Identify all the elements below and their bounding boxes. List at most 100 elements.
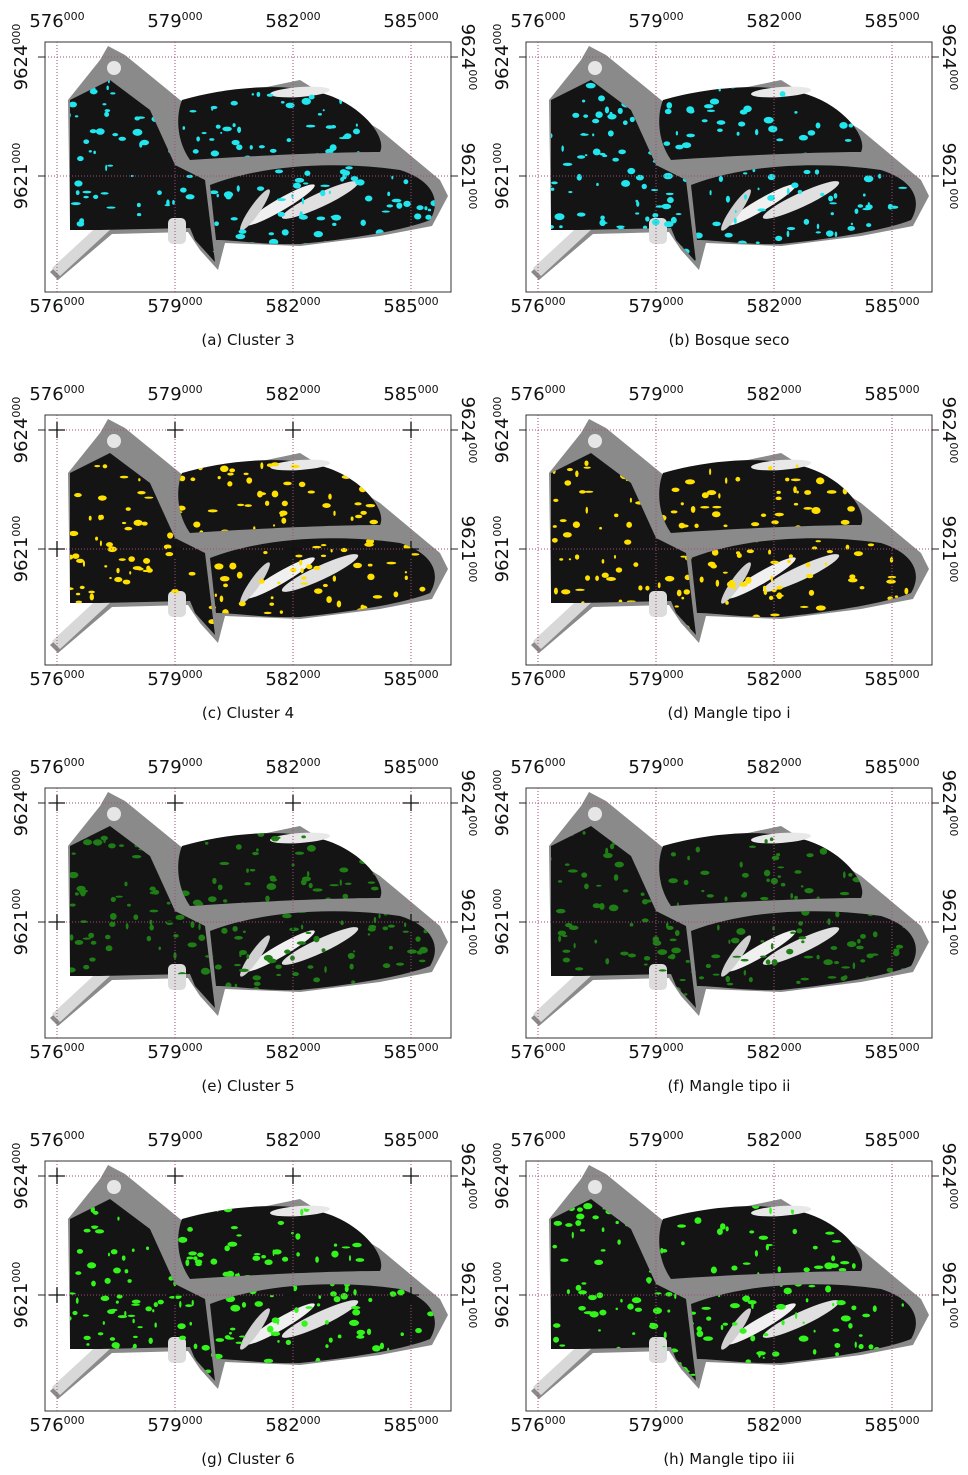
- class-pixel: [572, 112, 580, 118]
- class-pixel: [917, 130, 924, 137]
- class-pixel: [229, 1327, 236, 1331]
- class-pixel: [665, 1368, 671, 1375]
- class-pixel: [430, 200, 435, 207]
- class-pixel: [58, 253, 62, 256]
- class-pixel: [879, 1354, 882, 1358]
- class-pixel: [706, 1316, 712, 1321]
- class-pixel: [106, 206, 116, 209]
- class-pixel: [106, 85, 109, 91]
- class-pixel: [224, 1335, 231, 1340]
- class-pixel: [921, 849, 928, 853]
- x-tick-label: 585000: [383, 383, 438, 405]
- class-pixel: [300, 71, 308, 76]
- class-pixel: [82, 937, 91, 940]
- class-pixel: [315, 449, 318, 452]
- class-pixel: [911, 248, 916, 253]
- class-pixel: [221, 927, 228, 934]
- class-pixel: [74, 180, 83, 187]
- class-pixel: [415, 936, 421, 942]
- class-pixel: [154, 1322, 157, 1328]
- class-pixel: [718, 493, 721, 499]
- class-pixel: [420, 993, 428, 997]
- class-pixel: [213, 1353, 223, 1360]
- class-pixel: [592, 1215, 599, 1220]
- class-pixel: [70, 453, 75, 458]
- class-pixel: [767, 195, 775, 202]
- class-pixel: [857, 617, 863, 625]
- class-pixel: [107, 164, 114, 167]
- class-pixel: [663, 1331, 667, 1339]
- class-pixel: [340, 920, 344, 926]
- class-pixel: [871, 135, 882, 141]
- class-pixel: [849, 574, 856, 579]
- class-pixel: [787, 559, 791, 564]
- y-tick-label: 9621000: [10, 1262, 32, 1329]
- class-pixel: [717, 924, 720, 931]
- class-pixel: [860, 933, 866, 939]
- class-pixel: [599, 221, 608, 225]
- class-pixel: [858, 1343, 864, 1350]
- class-pixel: [251, 93, 255, 96]
- class-pixel: [886, 579, 896, 584]
- class-pixel: [557, 930, 567, 936]
- x-tick-label-main: 585: [864, 1415, 898, 1436]
- class-pixel: [59, 1257, 65, 1261]
- y-tick-label: 9621000: [938, 889, 960, 956]
- class-pixel: [316, 216, 326, 221]
- class-pixel: [210, 1258, 218, 1265]
- class-pixel: [276, 198, 287, 202]
- class-pixel: [242, 625, 249, 630]
- class-pixel: [118, 136, 127, 141]
- class-pixel: [706, 894, 714, 898]
- class-pixel: [315, 1256, 319, 1263]
- y-tick-label-main: 9624: [492, 1164, 513, 1210]
- class-pixel: [321, 948, 326, 953]
- map-frame: [525, 1160, 933, 1412]
- class-pixel: [603, 852, 613, 859]
- class-pixel: [703, 1336, 714, 1341]
- class-pixel: [701, 1306, 711, 1310]
- x-tick-label-sup: 000: [545, 295, 566, 308]
- class-pixel: [182, 126, 186, 130]
- class-pixel: [254, 1005, 263, 1008]
- class-pixel: [922, 107, 926, 113]
- y-tick-label-main: 9624: [457, 24, 478, 70]
- class-pixel: [595, 259, 599, 262]
- class-pixel: [353, 1289, 357, 1296]
- class-pixel: [844, 138, 852, 142]
- class-pixel: [298, 481, 306, 488]
- class-pixel: [896, 517, 900, 521]
- crosshair: [285, 422, 301, 438]
- class-pixel: [918, 86, 920, 90]
- class-pixel: [660, 1199, 666, 1205]
- class-pixel: [105, 1006, 112, 1008]
- class-pixel: [410, 143, 416, 146]
- class-pixel: [274, 169, 284, 174]
- class-pixel: [415, 440, 423, 446]
- crosshair: [403, 914, 419, 930]
- class-pixel: [906, 1377, 916, 1381]
- class-pixel: [829, 1263, 839, 1269]
- class-pixel: [95, 128, 105, 135]
- class-pixel: [410, 894, 420, 901]
- class-pixel: [149, 1356, 155, 1364]
- crosshair: [285, 541, 301, 557]
- class-pixel: [329, 144, 337, 152]
- class-pixel: [99, 540, 102, 547]
- class-pixel: [776, 592, 783, 600]
- x-tick-label: 579000: [147, 756, 202, 778]
- x-tick-label: 579000: [628, 295, 683, 317]
- class-pixel: [149, 891, 158, 895]
- class-pixel: [330, 549, 333, 553]
- class-pixel: [774, 1380, 785, 1381]
- class-pixel: [141, 521, 148, 526]
- class-pixel: [751, 522, 760, 527]
- class-pixel: [260, 462, 264, 470]
- map-image: [40, 786, 460, 1046]
- class-pixel: [300, 879, 307, 886]
- class-pixel: [875, 1251, 880, 1255]
- class-pixel: [600, 1249, 606, 1252]
- x-tick-label: 576000: [29, 1041, 84, 1063]
- map-frame: [44, 41, 452, 293]
- class-pixel: [185, 1304, 193, 1308]
